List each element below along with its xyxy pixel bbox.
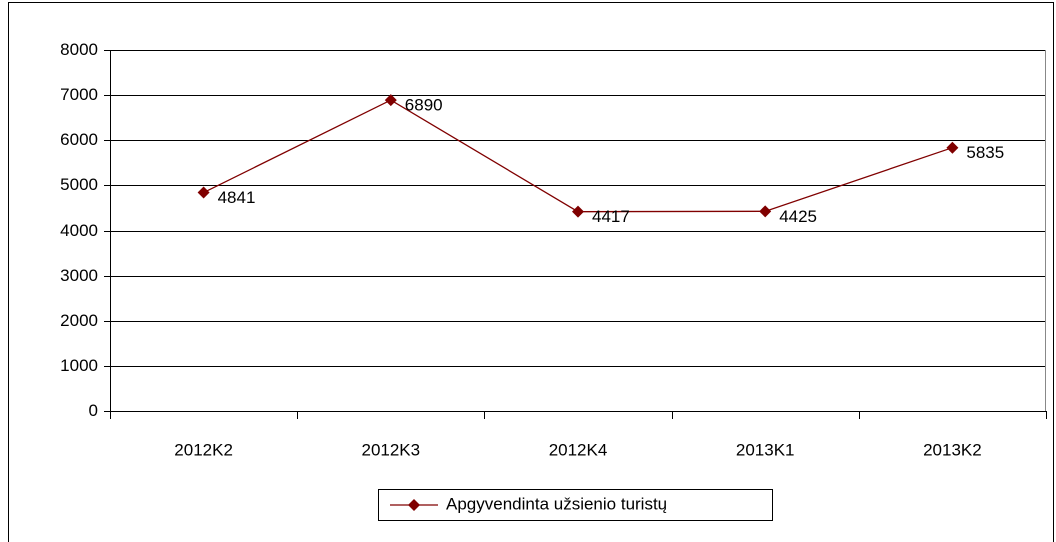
chart-border: [8, 2, 1054, 542]
y-tick-label: 7000: [60, 85, 98, 104]
y-tick-label: 3000: [60, 266, 98, 285]
x-tick-label: 2012K2: [174, 440, 233, 459]
y-tick-label: 2000: [60, 311, 98, 330]
x-tick-label: 2013K1: [736, 440, 795, 459]
x-tick-label: 2013K2: [923, 440, 982, 459]
y-tick-label: 8000: [60, 40, 98, 59]
x-tick-label: 2012K4: [549, 440, 608, 459]
data-point: [759, 205, 772, 218]
y-tick-label: 4000: [60, 221, 98, 240]
legend-label: Apgyvendinta užsienio turistų: [446, 494, 667, 513]
data-label: 4841: [218, 188, 256, 207]
data-label: 5835: [966, 143, 1004, 162]
legend-box: [378, 489, 773, 521]
data-point: [197, 186, 210, 199]
data-label: 4417: [592, 207, 630, 226]
y-tick-label: 5000: [60, 175, 98, 194]
data-point: [384, 94, 397, 107]
data-label: 4425: [779, 207, 817, 226]
x-tick-label: 2012K3: [361, 440, 420, 459]
data-point: [572, 205, 584, 218]
y-tick-label: 0: [89, 401, 98, 420]
legend-marker: [408, 499, 420, 511]
y-tick-label: 1000: [60, 356, 98, 375]
data-point: [946, 141, 959, 154]
data-label: 6890: [405, 96, 443, 115]
y-tick-label: 6000: [60, 130, 98, 149]
